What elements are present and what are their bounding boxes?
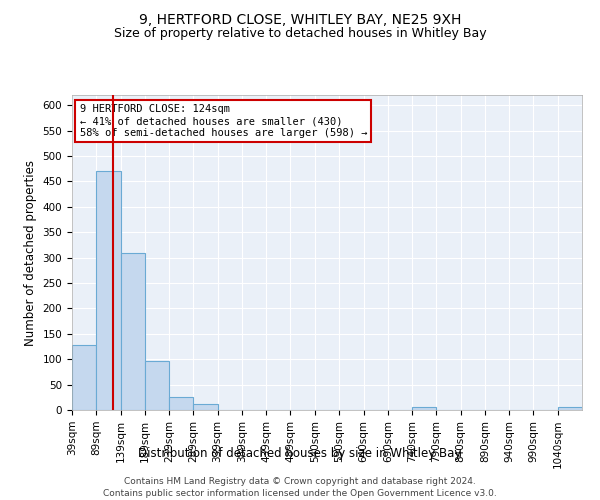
- Bar: [121, 252, 145, 410]
- Text: Size of property relative to detached houses in Whitley Bay: Size of property relative to detached ho…: [113, 28, 487, 40]
- Text: 9, HERTFORD CLOSE, WHITLEY BAY, NE25 9XH: 9, HERTFORD CLOSE, WHITLEY BAY, NE25 9XH: [139, 12, 461, 26]
- Y-axis label: Number of detached properties: Number of detached properties: [24, 160, 37, 346]
- Text: Contains public sector information licensed under the Open Government Licence v3: Contains public sector information licen…: [103, 489, 497, 498]
- Bar: [412, 408, 436, 410]
- Bar: [558, 408, 582, 410]
- Bar: [72, 345, 96, 410]
- Text: Distribution of detached houses by size in Whitley Bay: Distribution of detached houses by size …: [139, 448, 461, 460]
- Bar: [145, 360, 169, 410]
- Text: Contains HM Land Registry data © Crown copyright and database right 2024.: Contains HM Land Registry data © Crown c…: [124, 478, 476, 486]
- Bar: [96, 171, 121, 410]
- Text: 9 HERTFORD CLOSE: 124sqm
← 41% of detached houses are smaller (430)
58% of semi-: 9 HERTFORD CLOSE: 124sqm ← 41% of detach…: [80, 104, 367, 138]
- Bar: [193, 404, 218, 410]
- Bar: [169, 398, 193, 410]
